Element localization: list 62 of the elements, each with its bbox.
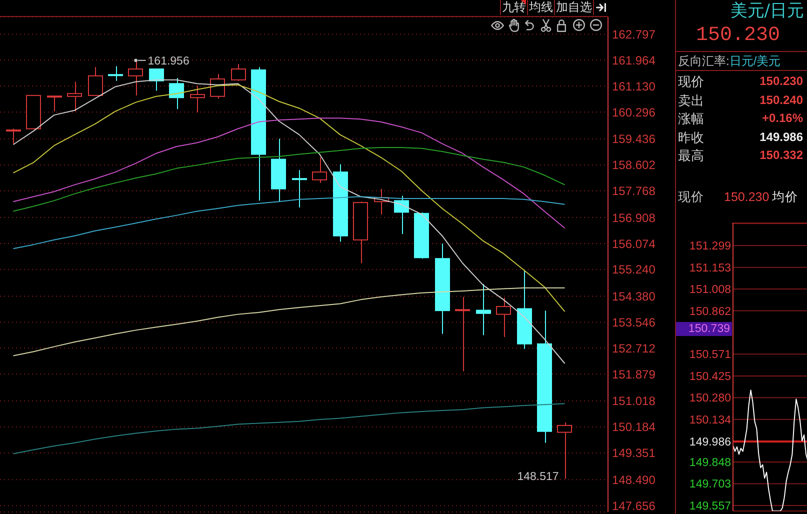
y-tick-label: 150.571	[689, 349, 731, 362]
candlestick	[333, 164, 348, 242]
y-tick-label: 151.008	[689, 284, 731, 296]
y-tick-label: 151.299	[689, 240, 731, 253]
candlestick	[251, 66, 266, 202]
y-tick-label: 150.425	[689, 370, 731, 383]
y-tick-label: 149.986	[689, 436, 731, 448]
line-series	[12, 403, 566, 454]
candlestick	[67, 81, 82, 112]
y-tick-label: 150.862	[689, 306, 731, 318]
y-tick-label: 157.768	[612, 184, 656, 198]
text: 涨幅 +0.16%	[678, 111, 803, 126]
y-tick-label: 149.703	[689, 478, 731, 491]
y-tick-label: 151.879	[612, 367, 656, 382]
y-tick-label: 151.018	[612, 394, 656, 408]
text: 反向汇率:日元/美元	[678, 54, 781, 68]
text: 150.739	[676, 322, 732, 336]
y-tick-label: 150.184	[612, 420, 656, 434]
text: 美元/日元	[730, 0, 804, 22]
text: 卖出 150.240	[678, 92, 803, 108]
y-tick-label: 149.351	[612, 446, 656, 460]
text: 现价 150.230	[678, 74, 803, 89]
y-tick-label: 152.712	[612, 341, 656, 356]
y-tick-label: 154.380	[612, 290, 656, 304]
line-series	[12, 287, 566, 356]
chart-title: 现价 150.230 均价	[678, 190, 798, 204]
annotation: 161.956	[148, 55, 190, 68]
y-tick-label: 148.490	[612, 472, 656, 487]
y-tick-label: 162.797	[612, 27, 656, 42]
line-series	[732, 390, 807, 511]
candlestick	[537, 310, 552, 444]
candlestick	[517, 270, 532, 350]
y-tick-label: 156.908	[612, 210, 656, 225]
line-series	[12, 146, 566, 212]
y-tick-label: 159.436	[612, 132, 656, 146]
text: 最高 150.332	[678, 148, 803, 163]
text: 九转	[500, 0, 527, 15]
candlestick	[476, 284, 491, 336]
y-tick-label: 151.153	[689, 262, 731, 274]
candlestick	[292, 170, 307, 208]
line-series	[12, 118, 566, 229]
candlestick	[271, 138, 286, 202]
text: 加自选	[554, 0, 593, 15]
candlestick	[455, 296, 470, 372]
y-tick-label: 150.134	[689, 414, 732, 426]
y-tick-label: 160.296	[612, 105, 656, 120]
candlestick	[435, 243, 450, 334]
text: 昨收 149.986	[678, 130, 803, 144]
y-tick-label: 153.546	[612, 315, 656, 330]
y-tick-label: 155.240	[612, 262, 656, 277]
y-tick-label: 161.964	[612, 53, 656, 68]
y-tick-label: 161.130	[612, 79, 656, 94]
annotation: 148.517	[517, 470, 559, 483]
line-series	[12, 196, 566, 250]
y-tick-label: 149.557	[689, 500, 731, 513]
y-tick-label: 149.848	[689, 457, 731, 470]
text: 均线	[527, 0, 554, 15]
text: 150.230	[696, 24, 780, 48]
y-tick-label: 150.280	[689, 392, 731, 405]
y-tick-label: 147.656	[612, 498, 656, 513]
y-tick-label: 158.602	[612, 158, 656, 172]
y-tick-label: 156.074	[612, 236, 656, 251]
